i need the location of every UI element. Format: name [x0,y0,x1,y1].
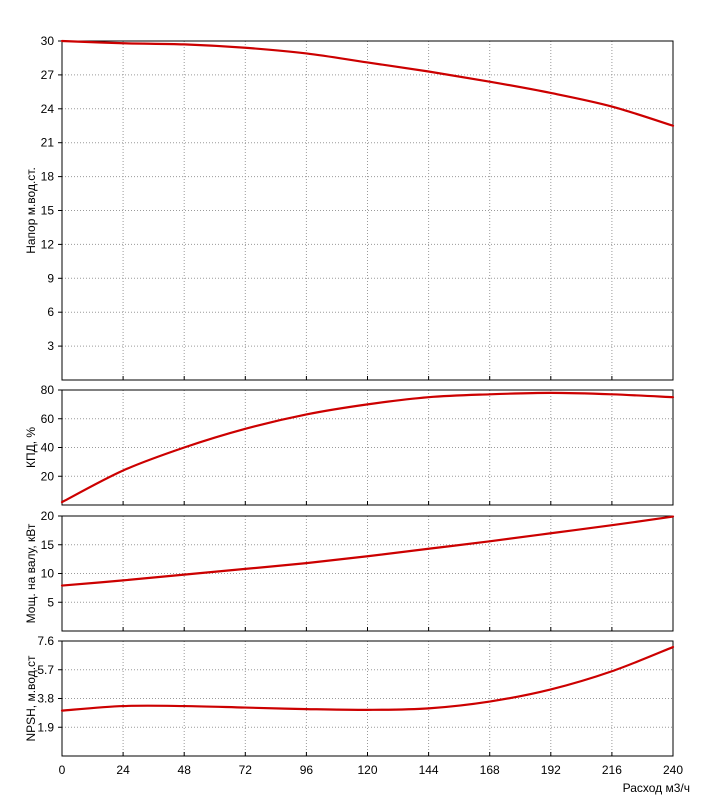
y-axis-title: КПД, % [24,427,38,468]
x-tick-label: 24 [116,763,130,777]
series-line [60,39,675,127]
y-tick-label: 18 [41,170,55,184]
y-tick-label: 20 [41,509,55,523]
series-line [60,645,675,712]
y-axis-title: Напор м.вод.ст. [24,167,38,254]
y-tick-label: 15 [41,204,55,218]
x-tick-label: 192 [541,763,561,777]
x-tick-label: 216 [602,763,622,777]
y-tick-label: 27 [41,68,55,82]
y-tick-label: 3.8 [37,692,54,706]
y-tick-label: 80 [41,383,55,397]
y-tick-label: 5 [47,595,54,609]
x-tick-label: 144 [419,763,439,777]
x-axis: 0 24 48 72 96 120 144 168 192 216 240 Расход м3/ч [59,763,690,795]
series-line [60,391,675,504]
series-line [60,515,675,587]
y-tick-label: 6 [47,305,54,319]
y-tick-label: 1.9 [37,720,54,734]
panel-head: 3 6 9 12 15 18 21 24 27 30 Напор м.вод.ст. [24,34,675,381]
y-tick-label: 15 [41,538,55,552]
y-axis-title: Мощ. на валу, кВт [24,523,38,623]
y-axis-title: NPSH, м.вод.ст [24,655,38,742]
panel-efficiency: 20 40 60 80 КПД, % [24,383,675,506]
y-tick-label: 20 [41,469,55,483]
x-axis-title: Расход м3/ч [623,781,690,795]
y-tick-label: 24 [41,102,55,116]
y-tick-label: 7.6 [37,634,54,648]
x-tick-label: 240 [663,763,683,777]
y-tick-label: 10 [41,567,55,581]
x-tick-label: 48 [178,763,192,777]
x-tick-label: 0 [59,763,66,777]
y-tick-label: 9 [47,271,54,285]
x-tick-label: 168 [480,763,500,777]
x-tick-label: 72 [239,763,253,777]
y-tick-label: 21 [41,136,55,150]
x-tick-label: 120 [357,763,377,777]
y-tick-label: 30 [41,34,55,48]
y-tick-label: 60 [41,412,55,426]
panel-npsh: 1.9 3.8 5.7 7.6 NPSH, м.вод.ст [24,634,675,757]
x-tick-label: 96 [300,763,314,777]
y-tick-label: 12 [41,237,55,251]
y-tick-label: 40 [41,441,55,455]
y-tick-label: 5.7 [37,663,54,677]
y-tick-label: 3 [47,339,54,353]
